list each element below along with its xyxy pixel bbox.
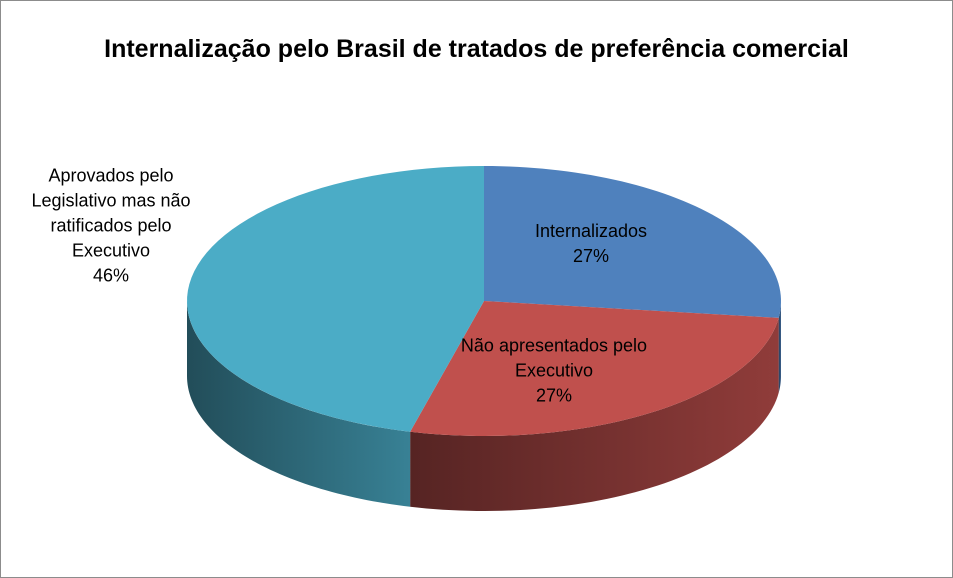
category-label: Aprovados pelo Legislativo mas não ratif… [31, 165, 191, 261]
data-label: Aprovados pelo Legislativo mas não ratif… [16, 164, 206, 289]
value-label: 27% [572, 246, 610, 266]
slice-side [778, 301, 781, 393]
slice-side [410, 317, 779, 511]
category-label: Internalizados [534, 221, 648, 241]
slice [484, 166, 781, 318]
category-label: Não apresentados pelo Executivo [460, 335, 648, 381]
data-label: Internalizados 27% [491, 219, 691, 269]
value-label: 46% [92, 265, 130, 286]
value-label: 27% [535, 385, 573, 406]
slice [410, 301, 779, 436]
slice-side [187, 301, 411, 507]
data-label: Não apresentados pelo Executivo 27% [459, 334, 649, 409]
chart-title: Internalização pelo Brasil de tratados d… [104, 35, 849, 63]
slice [187, 166, 484, 432]
